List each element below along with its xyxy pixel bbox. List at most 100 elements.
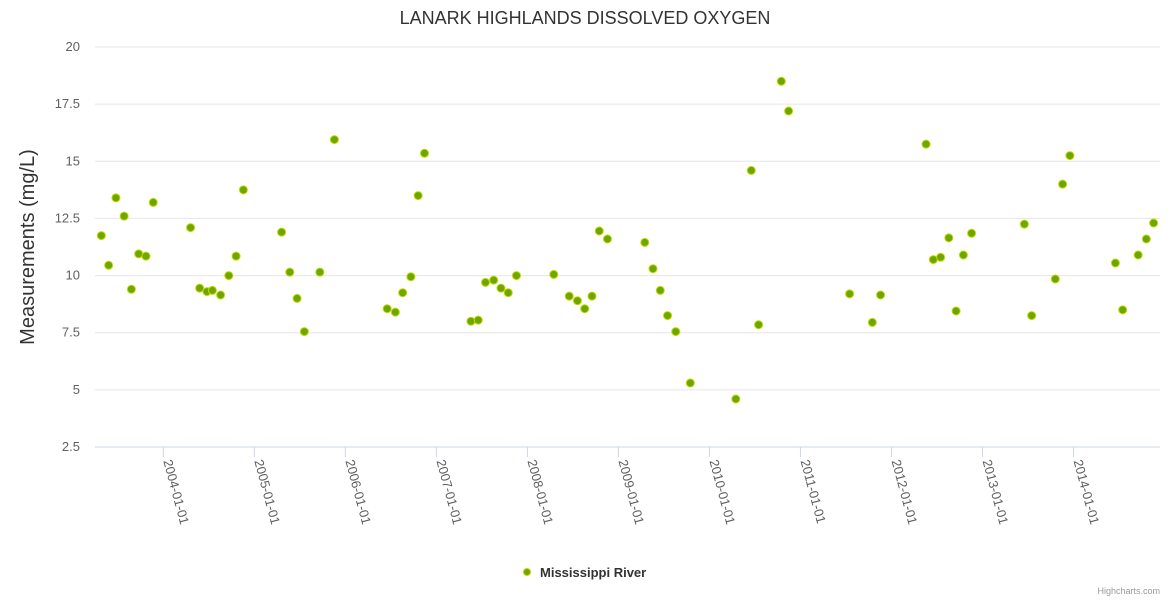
data-point[interactable]	[1141, 234, 1151, 244]
data-point[interactable]	[382, 304, 392, 314]
data-point[interactable]	[685, 378, 695, 388]
data-point[interactable]	[141, 251, 151, 261]
x-tick-label: 2004-01-01	[160, 458, 192, 526]
data-point[interactable]	[921, 139, 931, 149]
y-tick-label: 7.5	[62, 325, 80, 340]
chart-title: LANARK HIGHLANDS DISSOLVED OXYGEN	[400, 8, 771, 28]
data-point[interactable]	[1027, 311, 1037, 321]
data-point[interactable]	[329, 135, 339, 145]
x-tick-label: 2013-01-01	[980, 458, 1012, 526]
data-point[interactable]	[564, 291, 574, 301]
data-point[interactable]	[1133, 250, 1143, 260]
data-point[interactable]	[936, 252, 946, 262]
data-point[interactable]	[285, 267, 295, 277]
data-point[interactable]	[1110, 258, 1120, 268]
y-tick-label: 17.5	[55, 96, 80, 111]
data-point[interactable]	[671, 327, 681, 337]
data-point[interactable]	[776, 76, 786, 86]
data-point[interactable]	[951, 306, 961, 316]
y-axis-label: Measurements (mg/L)	[17, 149, 39, 345]
data-point[interactable]	[511, 271, 521, 281]
data-point[interactable]	[216, 290, 226, 300]
data-point[interactable]	[648, 264, 658, 274]
y-tick-label: 10	[66, 268, 80, 283]
data-point[interactable]	[104, 260, 114, 270]
data-point[interactable]	[958, 250, 968, 260]
x-tick-label: 2007-01-01	[433, 458, 465, 526]
y-tick-label: 2.5	[62, 439, 80, 454]
data-point[interactable]	[207, 285, 217, 295]
x-tick-label: 2006-01-01	[342, 458, 374, 526]
data-point[interactable]	[134, 249, 144, 259]
data-point[interactable]	[96, 231, 106, 241]
credits-link[interactable]: Highcharts.com	[1097, 586, 1160, 596]
data-point[interactable]	[231, 251, 241, 261]
x-tick-label: 2010-01-01	[707, 458, 739, 526]
x-tick-label: 2008-01-01	[524, 458, 556, 526]
data-point[interactable]	[587, 291, 597, 301]
data-point[interactable]	[746, 165, 756, 175]
data-point[interactable]	[731, 394, 741, 404]
data-point[interactable]	[398, 288, 408, 298]
data-point[interactable]	[420, 148, 430, 158]
data-point[interactable]	[549, 269, 559, 279]
data-point[interactable]	[277, 227, 287, 237]
x-axis-ticks: 2004-01-01 2005-01-01 2006-01-01 2007-01-01…	[160, 447, 1102, 526]
data-point[interactable]	[466, 316, 476, 326]
legend-marker	[523, 568, 531, 576]
data-point[interactable]	[1149, 218, 1159, 228]
data-point[interactable]	[1019, 219, 1029, 229]
data-point[interactable]	[126, 284, 136, 294]
data-point[interactable]	[473, 315, 483, 325]
data-point[interactable]	[496, 283, 506, 293]
data-point[interactable]	[315, 267, 325, 277]
data-point[interactable]	[390, 307, 400, 317]
data-point[interactable]	[238, 185, 248, 195]
data-point[interactable]	[186, 223, 196, 233]
data-point[interactable]	[602, 234, 612, 244]
data-point[interactable]	[224, 271, 234, 281]
legend[interactable]: Mississippi River	[523, 565, 647, 580]
data-point[interactable]	[876, 290, 886, 300]
y-tick-label: 5	[73, 382, 80, 397]
data-point[interactable]	[481, 277, 490, 287]
data-point[interactable]	[640, 237, 650, 247]
x-tick-label: 2009-01-01	[615, 458, 647, 526]
data-point[interactable]	[754, 320, 764, 330]
data-point[interactable]	[1050, 274, 1060, 284]
data-point[interactable]	[594, 226, 604, 236]
data-point[interactable]	[784, 106, 794, 116]
data-point[interactable]	[292, 293, 302, 303]
y-axis-ticks: 2.5 5 7.5 10 12.5 15 17.5 20	[55, 39, 80, 454]
data-point[interactable]	[867, 317, 877, 327]
gridlines	[95, 46, 1160, 448]
data-point[interactable]	[1118, 305, 1128, 315]
data-point[interactable]	[580, 304, 590, 314]
data-point[interactable]	[413, 191, 423, 201]
data-point[interactable]	[944, 233, 954, 243]
data-point[interactable]	[845, 289, 855, 299]
data-point[interactable]	[1058, 179, 1068, 189]
data-point[interactable]	[503, 288, 513, 298]
data-point[interactable]	[299, 327, 309, 337]
data-point[interactable]	[572, 296, 582, 306]
data-point[interactable]	[489, 275, 499, 285]
data-point[interactable]	[148, 197, 158, 207]
data-point[interactable]	[406, 272, 416, 282]
y-tick-label: 20	[66, 39, 80, 54]
data-point[interactable]	[195, 283, 205, 293]
x-tick-label: 2011-01-01	[798, 458, 829, 525]
data-point[interactable]	[111, 193, 121, 203]
x-tick-label: 2014-01-01	[1071, 458, 1103, 526]
data-point[interactable]	[663, 311, 673, 321]
data-point[interactable]	[119, 211, 129, 221]
x-tick-label: 2012-01-01	[889, 458, 921, 526]
y-tick-label: 12.5	[55, 210, 80, 225]
x-tick-label: 2005-01-01	[251, 458, 283, 526]
data-point[interactable]	[928, 255, 938, 265]
data-point[interactable]	[967, 228, 977, 238]
data-point[interactable]	[1065, 151, 1075, 161]
data-point[interactable]	[655, 285, 665, 295]
legend-item-mississippi-river[interactable]: Mississippi River	[540, 565, 646, 580]
